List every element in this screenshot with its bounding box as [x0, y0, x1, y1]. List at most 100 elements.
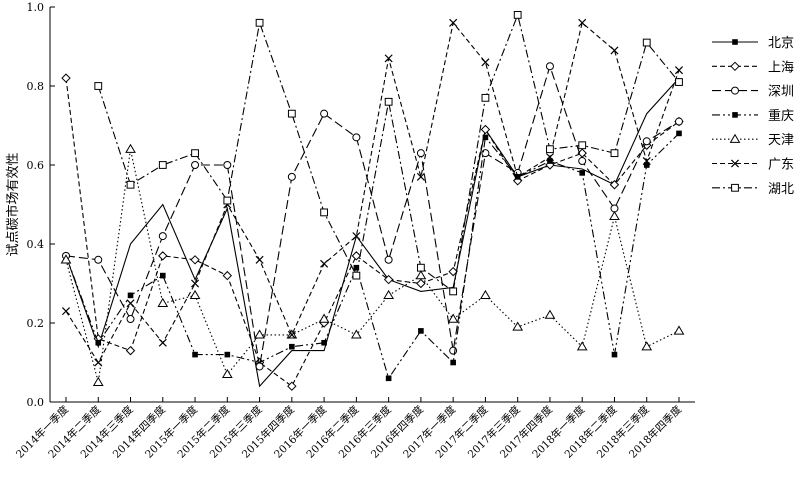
- data-point: [512, 321, 524, 331]
- data-point: [158, 232, 167, 241]
- legend-item: 深圳: [712, 85, 794, 100]
- series-2: [61, 73, 684, 391]
- data-point: [450, 359, 456, 366]
- data-point: [287, 172, 296, 181]
- data-point: [127, 292, 134, 299]
- data-point: [353, 264, 360, 271]
- data-point: [578, 157, 587, 166]
- data-point: [416, 149, 425, 158]
- data-point: [289, 343, 295, 350]
- y-tick-label: 0.2: [27, 317, 45, 330]
- y-tick-label: 0.6: [27, 159, 45, 172]
- y-axis-ticks: 0.0 0.2 0.4 0.6 0.8 1.0: [27, 1, 55, 409]
- data-point: [642, 38, 651, 47]
- y-tick-label: 0.8: [27, 80, 45, 93]
- data-point: [385, 375, 392, 382]
- data-point: [547, 158, 553, 164]
- data-point: [643, 162, 650, 168]
- data-point: [95, 339, 102, 346]
- data-point: [158, 161, 167, 169]
- data-point: [731, 183, 739, 192]
- data-point: [159, 272, 166, 279]
- data-point: [480, 289, 491, 300]
- legend-label: 重庆: [768, 108, 794, 124]
- data-point: [729, 133, 741, 143]
- legend-item: 北京: [712, 36, 794, 51]
- series-group: [60, 11, 685, 391]
- data-point: [126, 180, 135, 189]
- data-point: [448, 266, 458, 277]
- data-point: [191, 161, 200, 169]
- data-point: [223, 161, 232, 169]
- data-point: [221, 368, 233, 379]
- data-point: [609, 180, 620, 190]
- data-point: [254, 329, 265, 339]
- data-point: [383, 289, 395, 300]
- data-point: [730, 61, 740, 72]
- data-point: [642, 137, 651, 146]
- data-point: [481, 58, 490, 67]
- data-point: [513, 172, 522, 181]
- y-tick-label: 0.0: [27, 396, 45, 409]
- data-point: [94, 82, 103, 90]
- legend-label: 深圳: [768, 85, 794, 100]
- legend-label: 上海: [768, 60, 794, 75]
- series-line: [65, 78, 680, 388]
- data-point: [158, 251, 168, 261]
- data-point: [449, 18, 458, 27]
- series-1: [65, 77, 680, 388]
- data-point: [190, 255, 200, 265]
- data-point: [61, 73, 71, 83]
- data-point: [673, 325, 685, 335]
- data-point: [480, 124, 491, 135]
- data-point: [320, 109, 329, 118]
- data-point: [320, 208, 329, 217]
- data-point: [351, 251, 362, 261]
- data-point: [192, 351, 198, 358]
- data-point: [416, 278, 426, 289]
- data-point: [545, 153, 554, 162]
- data-point: [675, 117, 683, 126]
- data-point: [191, 149, 199, 158]
- data-point: [287, 109, 296, 118]
- data-point: [383, 274, 394, 285]
- data-point: [126, 299, 135, 308]
- data-point: [579, 170, 586, 176]
- data-point: [674, 66, 684, 75]
- data-point: [94, 255, 103, 264]
- axes: [49, 7, 695, 403]
- series-line: [97, 13, 680, 293]
- data-point: [641, 341, 653, 351]
- data-point: [318, 313, 330, 323]
- data-point: [94, 358, 103, 367]
- data-point: [513, 11, 522, 19]
- data-point: [546, 145, 554, 154]
- data-point: [384, 54, 393, 63]
- series-6: [61, 18, 684, 367]
- data-point: [416, 172, 425, 181]
- legend-item: 广东: [712, 158, 794, 173]
- legend-label: 天津: [768, 133, 794, 148]
- data-point: [576, 341, 588, 351]
- data-point: [352, 232, 361, 241]
- data-point: [731, 86, 739, 95]
- data-point: [418, 328, 424, 334]
- data-point: [255, 255, 264, 264]
- data-point: [676, 130, 682, 137]
- data-point: [352, 271, 361, 280]
- data-point: [642, 157, 651, 166]
- data-point: [578, 18, 587, 27]
- data-point: [352, 133, 361, 142]
- data-point: [350, 329, 362, 339]
- data-point: [157, 297, 169, 307]
- series-line: [65, 77, 680, 388]
- data-point: [610, 149, 619, 158]
- legend-item: 天津: [712, 133, 794, 148]
- data-point: [732, 39, 738, 45]
- data-point: [61, 307, 71, 316]
- data-point: [384, 97, 393, 106]
- data-point: [255, 18, 264, 27]
